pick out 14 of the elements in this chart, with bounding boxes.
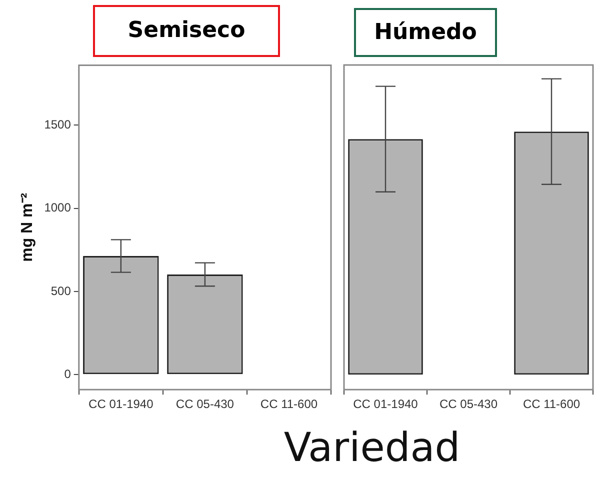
x-tick-label: CC 05-430 — [176, 397, 234, 412]
x-tick-label: CC 05-430 — [439, 397, 498, 412]
x-tick-label: CC 11-600 — [522, 397, 580, 412]
x-axis-title: Variedad — [284, 425, 460, 471]
x-tick-label: CC 01-1940 — [353, 397, 418, 412]
y-tick-label: 0 — [64, 366, 72, 381]
y-axis-title: mg N m⁻² — [19, 192, 36, 262]
x-tick-label: CC 11-600 — [260, 397, 318, 412]
chart-title: Semiseco — [93, 5, 280, 57]
chart-title: Húmedo — [354, 8, 497, 57]
x-tick-label: CC 01-1940 — [88, 397, 154, 412]
y-tick-label: 1000 — [44, 200, 72, 215]
y-tick-label: 1500 — [44, 117, 72, 132]
y-tick-label: 500 — [50, 284, 72, 298]
